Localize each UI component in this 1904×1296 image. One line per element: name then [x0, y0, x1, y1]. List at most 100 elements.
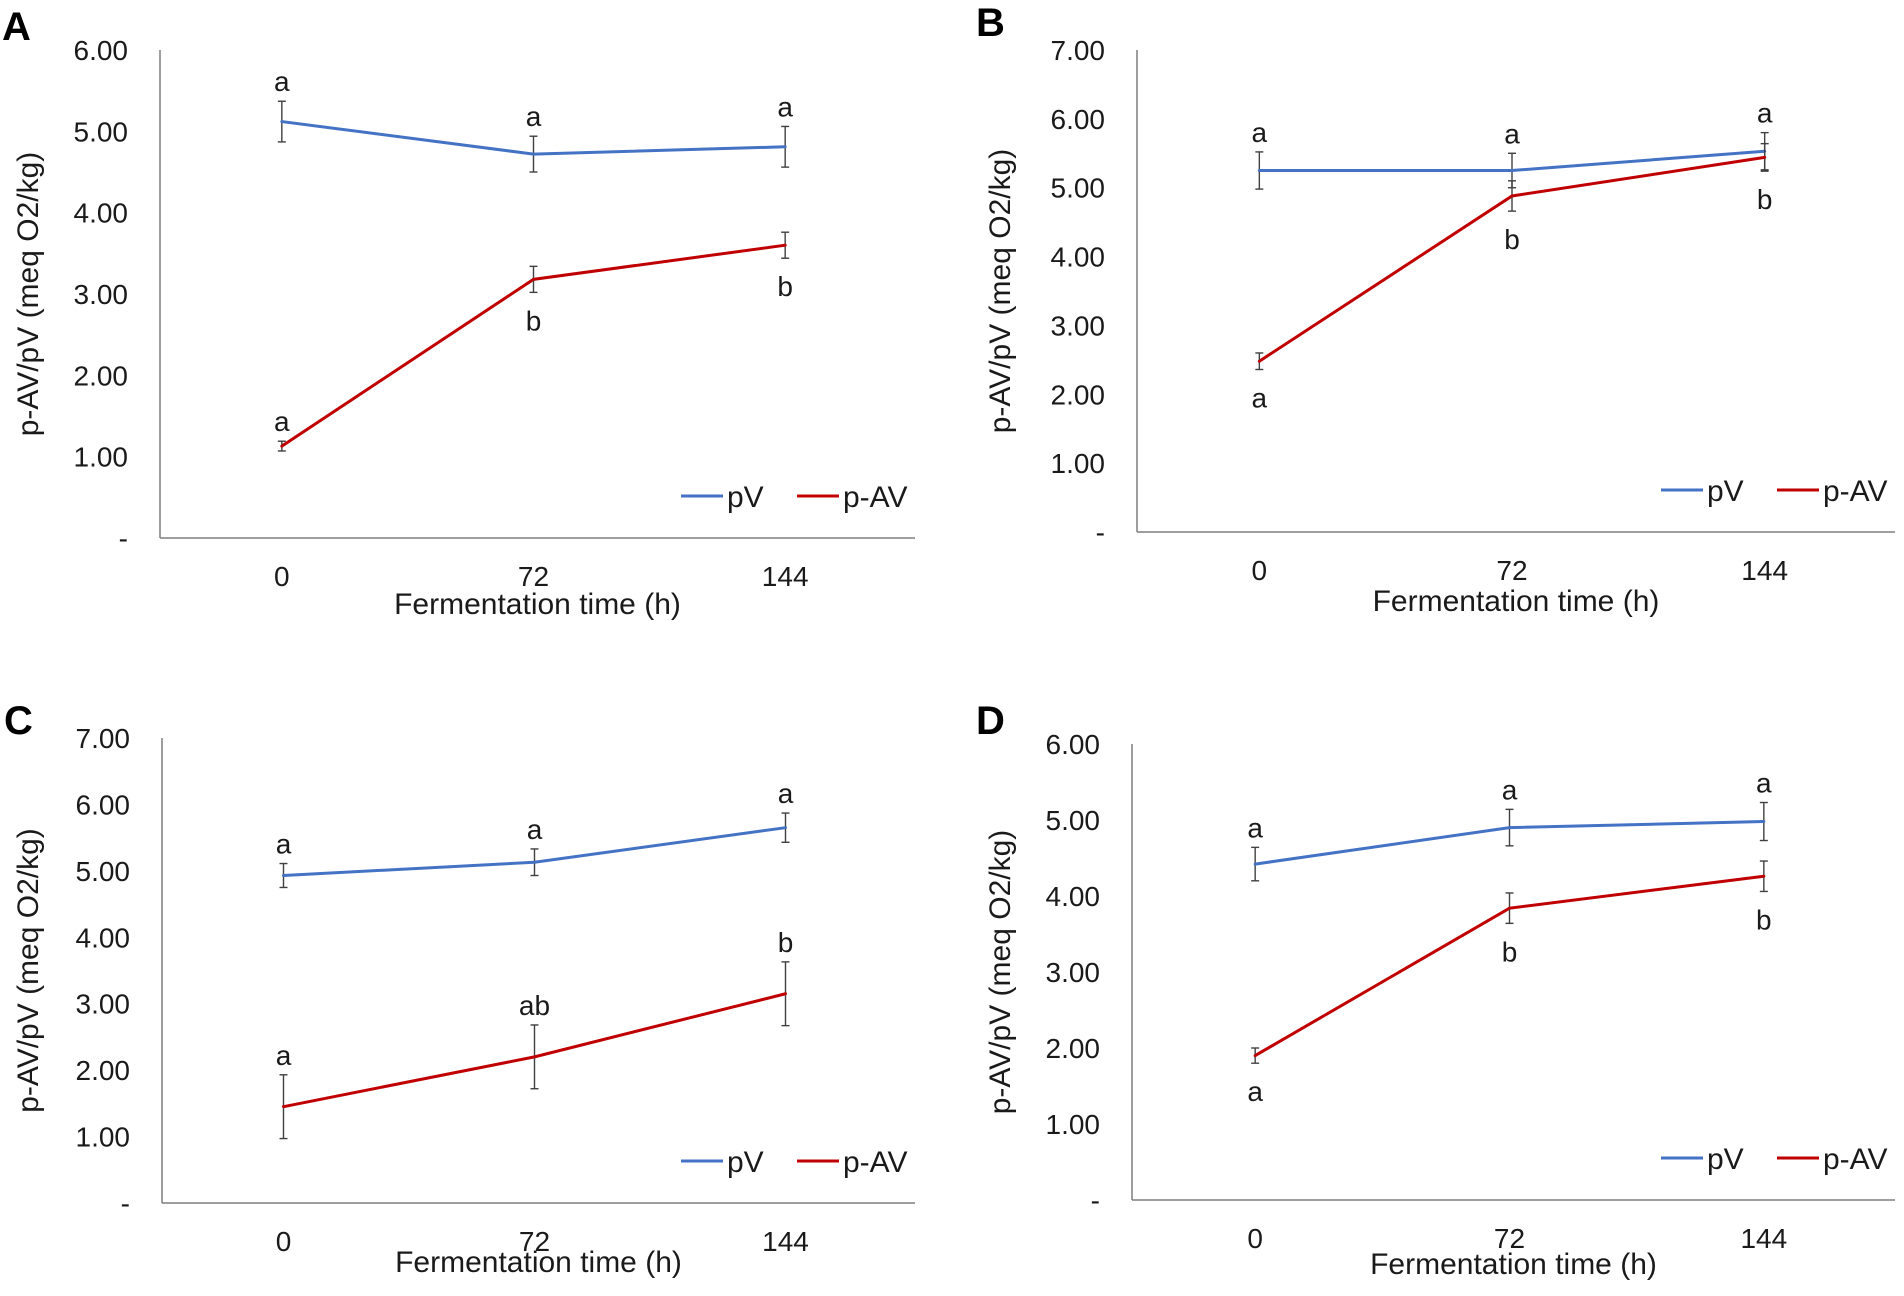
x-tick-label: 0 [1247, 1223, 1263, 1254]
x-tick-label: 0 [274, 561, 290, 592]
y-tick-label: 1.00 [74, 442, 129, 473]
significance-letter: a [1504, 118, 1520, 149]
data-point [1508, 906, 1511, 910]
significance-letter: a [1247, 812, 1263, 843]
significance-letter: a [1757, 98, 1773, 129]
legend-label: pV [1707, 475, 1744, 508]
significance-letter: b [1756, 904, 1772, 935]
significance-letter: a [777, 91, 793, 122]
y-tick-label: 6.00 [1046, 729, 1101, 760]
y-tick-label: 7.00 [1051, 35, 1106, 66]
series-p-av [279, 961, 790, 1140]
data-point [1508, 826, 1511, 830]
significance-letter: b [1502, 936, 1518, 967]
y-tick-label: 5.00 [1046, 805, 1101, 836]
data-point [1762, 820, 1766, 824]
series-pv [279, 812, 790, 889]
y-tick-label: 3.00 [76, 989, 131, 1020]
y-tick-label: 1.00 [1046, 1109, 1101, 1140]
significance-letter: a [1247, 1076, 1263, 1107]
data-point [784, 992, 787, 996]
y-tick-label: 5.00 [74, 116, 129, 147]
x-tick-label: 72 [1494, 1223, 1525, 1254]
x-axis-title: Fermentation time (h) [1370, 1248, 1657, 1281]
x-tick-label: 0 [1252, 555, 1268, 586]
panel-b: B - 1.00 2.00 3.00 4.00 5.00 6.00 7.00 0 72 144 Ferm… [976, 1, 1895, 618]
data-point [282, 1105, 285, 1109]
data-point [783, 243, 787, 247]
y-tick-label: 1.00 [1051, 448, 1106, 479]
y-tick-label: - [121, 1188, 130, 1219]
y-tick-label: 4.00 [1051, 242, 1106, 273]
x-tick-label: 0 [276, 1226, 292, 1257]
series-pv [1251, 801, 1768, 882]
legend-label: p-AV [1823, 1143, 1887, 1176]
y-tick-label: 3.00 [1046, 957, 1101, 988]
y-tick-label: 1.00 [76, 1122, 131, 1153]
panel-d: D - 1.00 2.00 3.00 4.00 5.00 6.00 0 72 144 Fermenta… [976, 699, 1895, 1281]
significance-letter: b [777, 271, 793, 302]
legend-label: pV [1707, 1143, 1744, 1176]
significance-letter: a [276, 1040, 292, 1071]
significance-letter: a [276, 829, 292, 860]
y-tick-label: 4.00 [76, 922, 131, 953]
y-tick-label: - [119, 523, 128, 554]
y-tick-label: 6.00 [74, 35, 129, 66]
x-tick-label: 72 [519, 1226, 550, 1257]
y-tick-label: 6.00 [76, 789, 131, 820]
legend-label: p-AV [843, 481, 907, 514]
x-axis-title: Fermentation time (h) [395, 1246, 682, 1279]
panel-a: A - 1.00 2.00 3.00 4.00 5.00 6.00 0 72 144 Fermenta… [2, 5, 915, 621]
y-tick-label: 4.00 [1046, 881, 1101, 912]
x-tick-label: 144 [1741, 555, 1788, 586]
significance-letter: b [778, 927, 794, 958]
data-point [1253, 1054, 1257, 1058]
significance-letter: ab [519, 990, 550, 1021]
data-point [282, 874, 285, 878]
y-tick-label: - [1096, 517, 1105, 548]
y-tick-label: 2.00 [1046, 1033, 1101, 1064]
y-tick-label: 5.00 [76, 856, 131, 887]
x-tick-label: 144 [762, 1226, 809, 1257]
x-tick-label: 72 [1496, 555, 1527, 586]
series-p-av [1255, 142, 1769, 371]
x-axis-title: Fermentation time (h) [394, 588, 681, 621]
data-point [784, 826, 787, 830]
significance-letter: a [526, 101, 542, 132]
series-p-av [1251, 860, 1768, 1064]
data-point [533, 860, 536, 864]
x-axis-title: Fermentation time (h) [1373, 585, 1660, 618]
panel-letter: C [4, 699, 33, 743]
x-tick-label: 144 [762, 561, 809, 592]
legend-label: p-AV [843, 1146, 907, 1179]
significance-letter: a [778, 778, 794, 809]
significance-letter: b [526, 305, 542, 336]
x-tick-label: 72 [518, 561, 549, 592]
y-tick-label: 2.00 [74, 360, 129, 391]
data-point [1762, 874, 1766, 878]
x-tick-label: 144 [1740, 1223, 1787, 1254]
series-pv [277, 100, 790, 173]
data-point [1257, 169, 1261, 172]
significance-letter: a [274, 406, 290, 437]
y-tick-label: 5.00 [1051, 173, 1106, 204]
y-tick-label: 6.00 [1051, 104, 1106, 135]
y-tick-label: 2.00 [76, 1055, 131, 1086]
data-point [1257, 359, 1261, 363]
data-point [533, 1055, 536, 1059]
significance-letter: a [1252, 382, 1268, 413]
significance-letter: a [1756, 768, 1772, 799]
data-point [532, 152, 535, 156]
data-point [1510, 194, 1514, 198]
y-axis-title: p-AV/pV (meq O2/kg) [12, 152, 45, 437]
significance-letter: b [1757, 184, 1773, 215]
data-point [783, 145, 787, 149]
panel-c: C - 1.00 2.00 3.00 4.00 5.00 6.00 7.00 0 72 144 Ferm… [4, 699, 915, 1279]
y-axis-title: p-AV/pV (meq O2/kg) [12, 828, 45, 1113]
y-axis-title: p-AV/pV (meq O2/kg) [984, 830, 1017, 1115]
significance-letter: a [1252, 117, 1268, 148]
data-point [1253, 862, 1257, 866]
series-p-av [277, 231, 790, 452]
significance-letter: a [1502, 774, 1518, 805]
